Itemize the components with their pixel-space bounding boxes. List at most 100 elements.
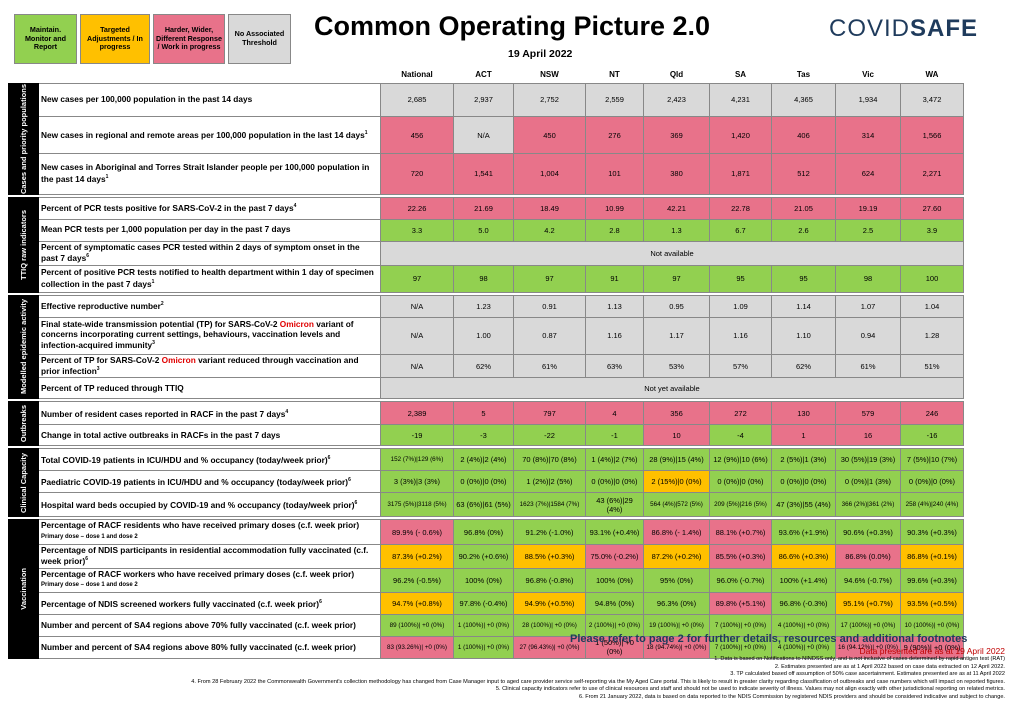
- footnote-ref: 4: [293, 203, 297, 210]
- value-cell: 88.1% (+0.7%): [709, 519, 772, 545]
- column-header: WA: [925, 69, 939, 79]
- value-cell: 369: [643, 116, 710, 155]
- value-cell: -1: [585, 424, 644, 447]
- indicator-label: Number and percent of SA4 regions above …: [38, 613, 381, 637]
- indicator-label-text: Percent of TP reduced through TTIQ: [41, 382, 184, 393]
- value-cell: 1.14: [771, 294, 836, 318]
- indicator-label: Hospital ward beds occupied by COVID-19 …: [38, 492, 381, 518]
- value-cell: 356: [643, 401, 710, 426]
- indicator-label-text: Percent of TP for SARS-CoV-2 Omicron var…: [41, 354, 359, 376]
- value-cell: 1: [771, 424, 836, 447]
- indicator-row: Percentage of NDIS screened workers full…: [9, 591, 964, 615]
- column-header: Tas: [796, 69, 811, 79]
- value-cell: 579: [835, 401, 901, 426]
- section-label-text: Modelled epidemic activity: [19, 299, 28, 395]
- value-cell: 1.17: [643, 316, 710, 355]
- value-cell: 86.8% (+0.1%): [900, 543, 964, 569]
- value-cell: 95: [771, 264, 836, 293]
- indicator-label-text: Percentage of RACF residents who have re…: [41, 520, 360, 531]
- value-cell: 1 (100%)| +0 (0%): [453, 635, 514, 659]
- footnote: 1. Data is based on Notifications to NIN…: [714, 656, 1005, 662]
- value-cell: 152 (7%)|129 (6%): [380, 448, 454, 472]
- value-cell: 246: [900, 401, 964, 426]
- value-cell: 797: [513, 401, 586, 426]
- value-cell: 75.0% (-0.2%): [585, 543, 644, 569]
- value-cell: 1,541: [453, 153, 514, 195]
- value-cell: 2 (5%)|1 (3%): [771, 448, 836, 472]
- section-label: Cases and priority populations: [8, 82, 39, 195]
- value-cell: 1.07: [835, 294, 901, 318]
- value-cell: 97.8% (-0.4%): [453, 591, 514, 615]
- value-cell: 70 (8%)|70 (8%): [513, 448, 586, 472]
- indicator-row: Outbreaks Number of resident cases report…: [8, 401, 964, 447]
- value-cell: 10.99: [585, 196, 644, 220]
- value-cell: 12 (9%)|10 (6%): [709, 448, 772, 472]
- value-cell: 96.3% (0%): [643, 591, 710, 615]
- value-cell: 1,004: [513, 153, 586, 195]
- footnote-ref: 6: [85, 556, 89, 563]
- value-cell: 30 (5%)|19 (3%): [835, 448, 901, 472]
- value-cell: 2,752: [513, 82, 586, 118]
- indicator-label-text: Percentage of RACF workers who have rece…: [41, 568, 355, 579]
- indicator-label: Percentage of NDIS participants in resid…: [38, 543, 381, 569]
- section-label-text: Cases and priority populations: [19, 83, 28, 194]
- value-cell: 94.8% (0%): [585, 591, 644, 615]
- indicator-label: Change in total active outbreaks in RACF…: [38, 424, 381, 447]
- value-cell: 62%: [453, 353, 514, 379]
- section-label: Vaccination: [8, 519, 39, 659]
- footnotes: 1. Data is based on Notifications to NIN…: [45, 656, 1005, 702]
- value-cell: 16: [835, 424, 901, 447]
- value-cell: 86.8% (0.0%): [835, 543, 901, 569]
- column-header: ACT: [475, 69, 492, 79]
- value-cell: 9 (90%)| +0 (0%): [900, 635, 964, 659]
- value-cell: 94.6% (-0.7%): [835, 567, 901, 593]
- value-cell: 94.9% (+0.5%): [513, 591, 586, 615]
- section-label: Clinical Capacity: [8, 448, 39, 518]
- column-header: SA: [734, 69, 747, 79]
- value-cell: 61%: [513, 353, 586, 379]
- indicator-row: Clinical Capacity Total COVID-19 patients…: [8, 448, 964, 518]
- value-cell: 53%: [643, 353, 710, 379]
- value-cell: 7 (100%)| +0 (0%): [709, 613, 772, 637]
- indicator-label-text: Percent of symptomatic cases PCR tested …: [41, 241, 360, 263]
- value-cell: 1.28: [900, 316, 964, 355]
- value-cell: 1 (2%)|2 (5%): [513, 470, 586, 494]
- value-cell: 1,566: [900, 116, 964, 155]
- value-cell: 22.78: [709, 196, 772, 220]
- indicator-row: Change in total active outbreaks in RACF…: [9, 424, 964, 447]
- value-cell: 1623 (7%)|1584 (7%): [513, 492, 586, 518]
- column-header: NSW: [540, 69, 559, 79]
- value-cell: 4 (100%)| +0 (0%): [771, 635, 836, 659]
- value-cell: 90.6% (+0.3%): [835, 519, 901, 545]
- value-cell: 380: [643, 153, 710, 195]
- indicator-label: Final state-wide transmission potential …: [38, 316, 381, 355]
- value-cell: 3175 (5%)|3118 (5%): [380, 492, 454, 518]
- section-label: Outbreaks: [8, 401, 39, 447]
- value-cell: 4.2: [513, 218, 586, 242]
- indicator-row: Mean PCR tests per 1,000 population per …: [9, 218, 964, 242]
- value-cell: 88.5% (+0.3%): [513, 543, 586, 569]
- value-cell: 94.7% (+0.8%): [380, 591, 454, 615]
- column-header: Qld: [669, 69, 684, 79]
- value-cell: 99.6% (+0.3%): [900, 567, 964, 593]
- value-cell: 2.6: [771, 218, 836, 242]
- value-cell: 51%: [900, 353, 964, 379]
- indicator-label-text: Hospital ward beds occupied by COVID-19 …: [41, 500, 355, 511]
- value-cell: 2 (15%)|0 (0%): [643, 470, 710, 494]
- footnote-ref: 6: [348, 477, 351, 484]
- value-cell: 95% (0%): [643, 567, 710, 593]
- value-cell: 0.95: [643, 294, 710, 318]
- value-cell: 1.10: [771, 316, 836, 355]
- value-cell: -3: [453, 424, 514, 447]
- indicator-label-text: Number and percent of SA4 regions above …: [41, 641, 356, 652]
- value-cell: 0 (0%)|1 (3%): [835, 470, 901, 494]
- value-cell: 28 (9%)|15 (4%): [643, 448, 710, 472]
- value-cell: 0.87: [513, 316, 586, 355]
- footnote-ref: 1: [151, 278, 155, 285]
- indicator-label-text: Change in total active outbreaks in RACF…: [41, 429, 281, 440]
- value-cell: 0.91: [513, 294, 586, 318]
- value-cell: 19 (100%)| +0 (0%): [643, 613, 710, 637]
- value-cell: 406: [771, 116, 836, 155]
- indicator-row: Percent of positive PCR tests notified t…: [9, 264, 964, 293]
- value-cell: 3 (3%)|3 (3%): [380, 470, 454, 494]
